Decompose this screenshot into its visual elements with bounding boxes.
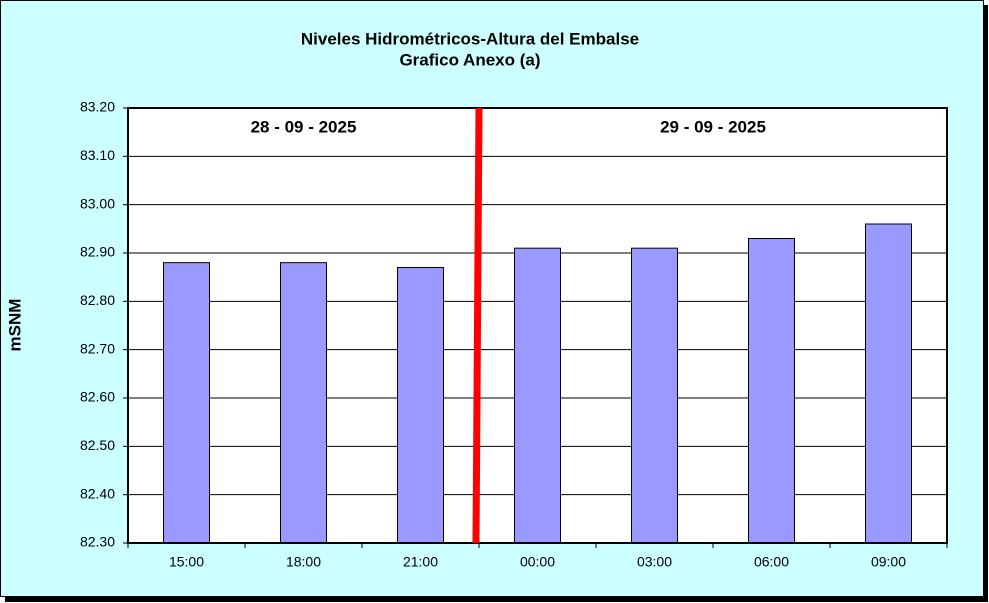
- x-tick-label: 06:00: [754, 554, 789, 570]
- bar: [748, 238, 795, 544]
- date-annotation: 29 - 09 - 2025: [660, 117, 766, 136]
- date-annotation: 28 - 09 - 2025: [251, 117, 357, 136]
- x-tick-label: 18:00: [286, 554, 321, 570]
- chart-title: Niveles Hidrométricos-Altura del Embalse: [301, 29, 639, 48]
- x-tick-label: 00:00: [520, 554, 555, 570]
- x-tick-label: 09:00: [871, 554, 906, 570]
- bar: [280, 262, 327, 544]
- bar: [865, 223, 912, 544]
- y-tick-label: 82.50: [80, 437, 115, 453]
- bar: [631, 247, 678, 544]
- bar: [163, 262, 210, 544]
- y-tick-label: 83.10: [80, 147, 115, 163]
- bar: [397, 267, 444, 544]
- x-tick-label: 21:00: [403, 554, 438, 570]
- y-tick-label: 83.00: [80, 195, 115, 211]
- y-tick-label: 82.40: [80, 485, 115, 501]
- day-divider: [472, 107, 483, 544]
- chart-subtitle: Grafico Anexo (a): [399, 50, 540, 69]
- y-tick-label: 82.70: [80, 340, 115, 356]
- y-tick-label: 82.80: [80, 292, 115, 308]
- y-tick-label: 82.30: [80, 534, 115, 550]
- x-tick-label: 15:00: [169, 554, 204, 570]
- y-tick-label: 82.60: [80, 389, 115, 405]
- plot-border: [127, 107, 948, 544]
- y-tick-label: 83.20: [80, 99, 115, 115]
- y-axis-label: mSNM: [5, 299, 24, 352]
- x-tick-label: 03:00: [637, 554, 672, 570]
- bar: [514, 247, 561, 544]
- y-tick-label: 82.90: [80, 244, 115, 260]
